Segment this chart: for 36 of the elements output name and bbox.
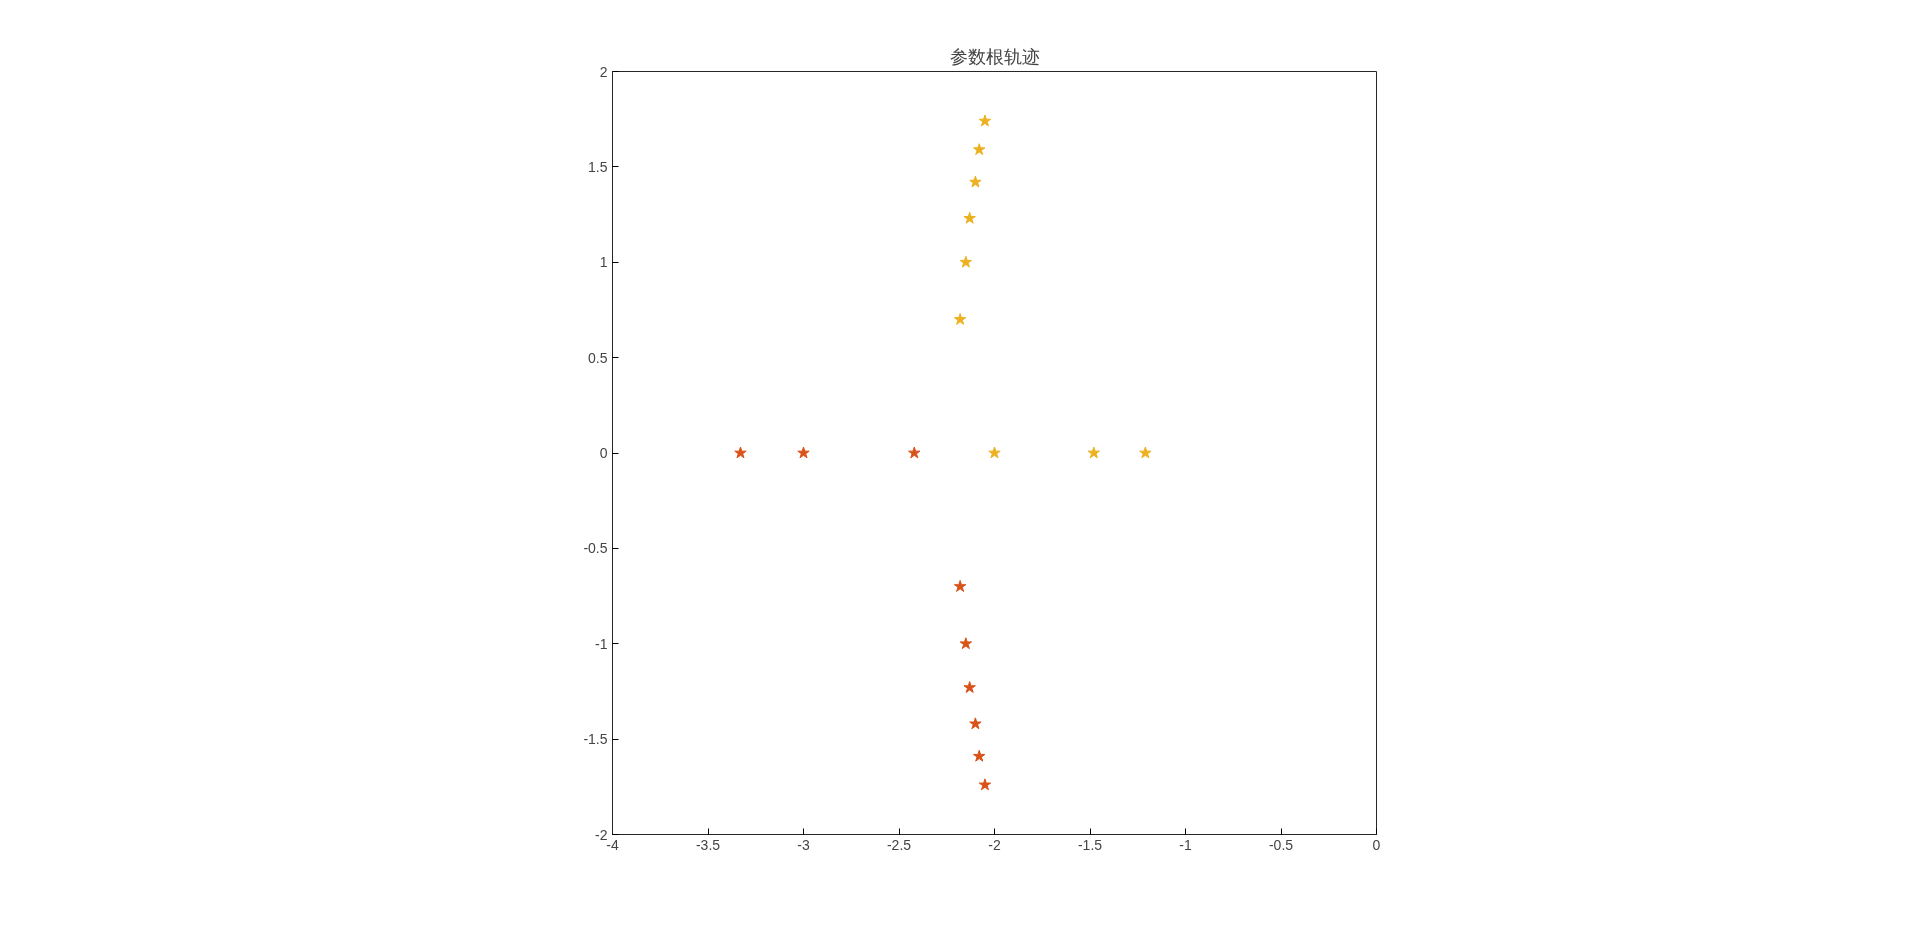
- x-tick-label: 0: [1372, 836, 1381, 853]
- point: [973, 749, 986, 762]
- point: [988, 446, 1001, 459]
- x-tick-label: -4: [606, 836, 619, 853]
- y-tick-label: 0.5: [588, 349, 608, 366]
- x-tick-label: -1: [1179, 836, 1192, 853]
- x-tick-label: -0.5: [1268, 836, 1294, 853]
- x-tick-label: -3: [797, 836, 810, 853]
- x-tick-label: -2.5: [886, 836, 912, 853]
- point: [969, 717, 982, 730]
- point: [734, 446, 747, 459]
- x-tick-label: -1.5: [1077, 836, 1103, 853]
- point: [963, 211, 976, 224]
- y-tick-label: -1: [595, 635, 608, 652]
- y-tick-label: -1.5: [583, 731, 608, 748]
- chart-title: 参数根轨迹: [949, 45, 1040, 67]
- point: [1139, 446, 1152, 459]
- x-tick-label: -2: [988, 836, 1001, 853]
- y-tick-label: 0: [599, 445, 608, 461]
- point: [978, 114, 992, 127]
- y-tick-label: 1: [599, 254, 608, 271]
- point: [953, 580, 967, 592]
- y-tick-label: 2: [599, 63, 608, 80]
- point: [1087, 446, 1101, 459]
- point: [953, 312, 967, 325]
- point: [963, 681, 976, 693]
- y-tick-label: 1.5: [588, 158, 608, 175]
- y-tick-label: -0.5: [583, 540, 608, 557]
- point: [959, 637, 973, 650]
- point: [908, 446, 921, 459]
- point: [978, 778, 992, 791]
- point: [973, 143, 986, 156]
- point: [969, 175, 982, 188]
- x-tick-label: -3.5: [695, 836, 721, 853]
- point: [959, 255, 973, 268]
- point: [797, 446, 810, 459]
